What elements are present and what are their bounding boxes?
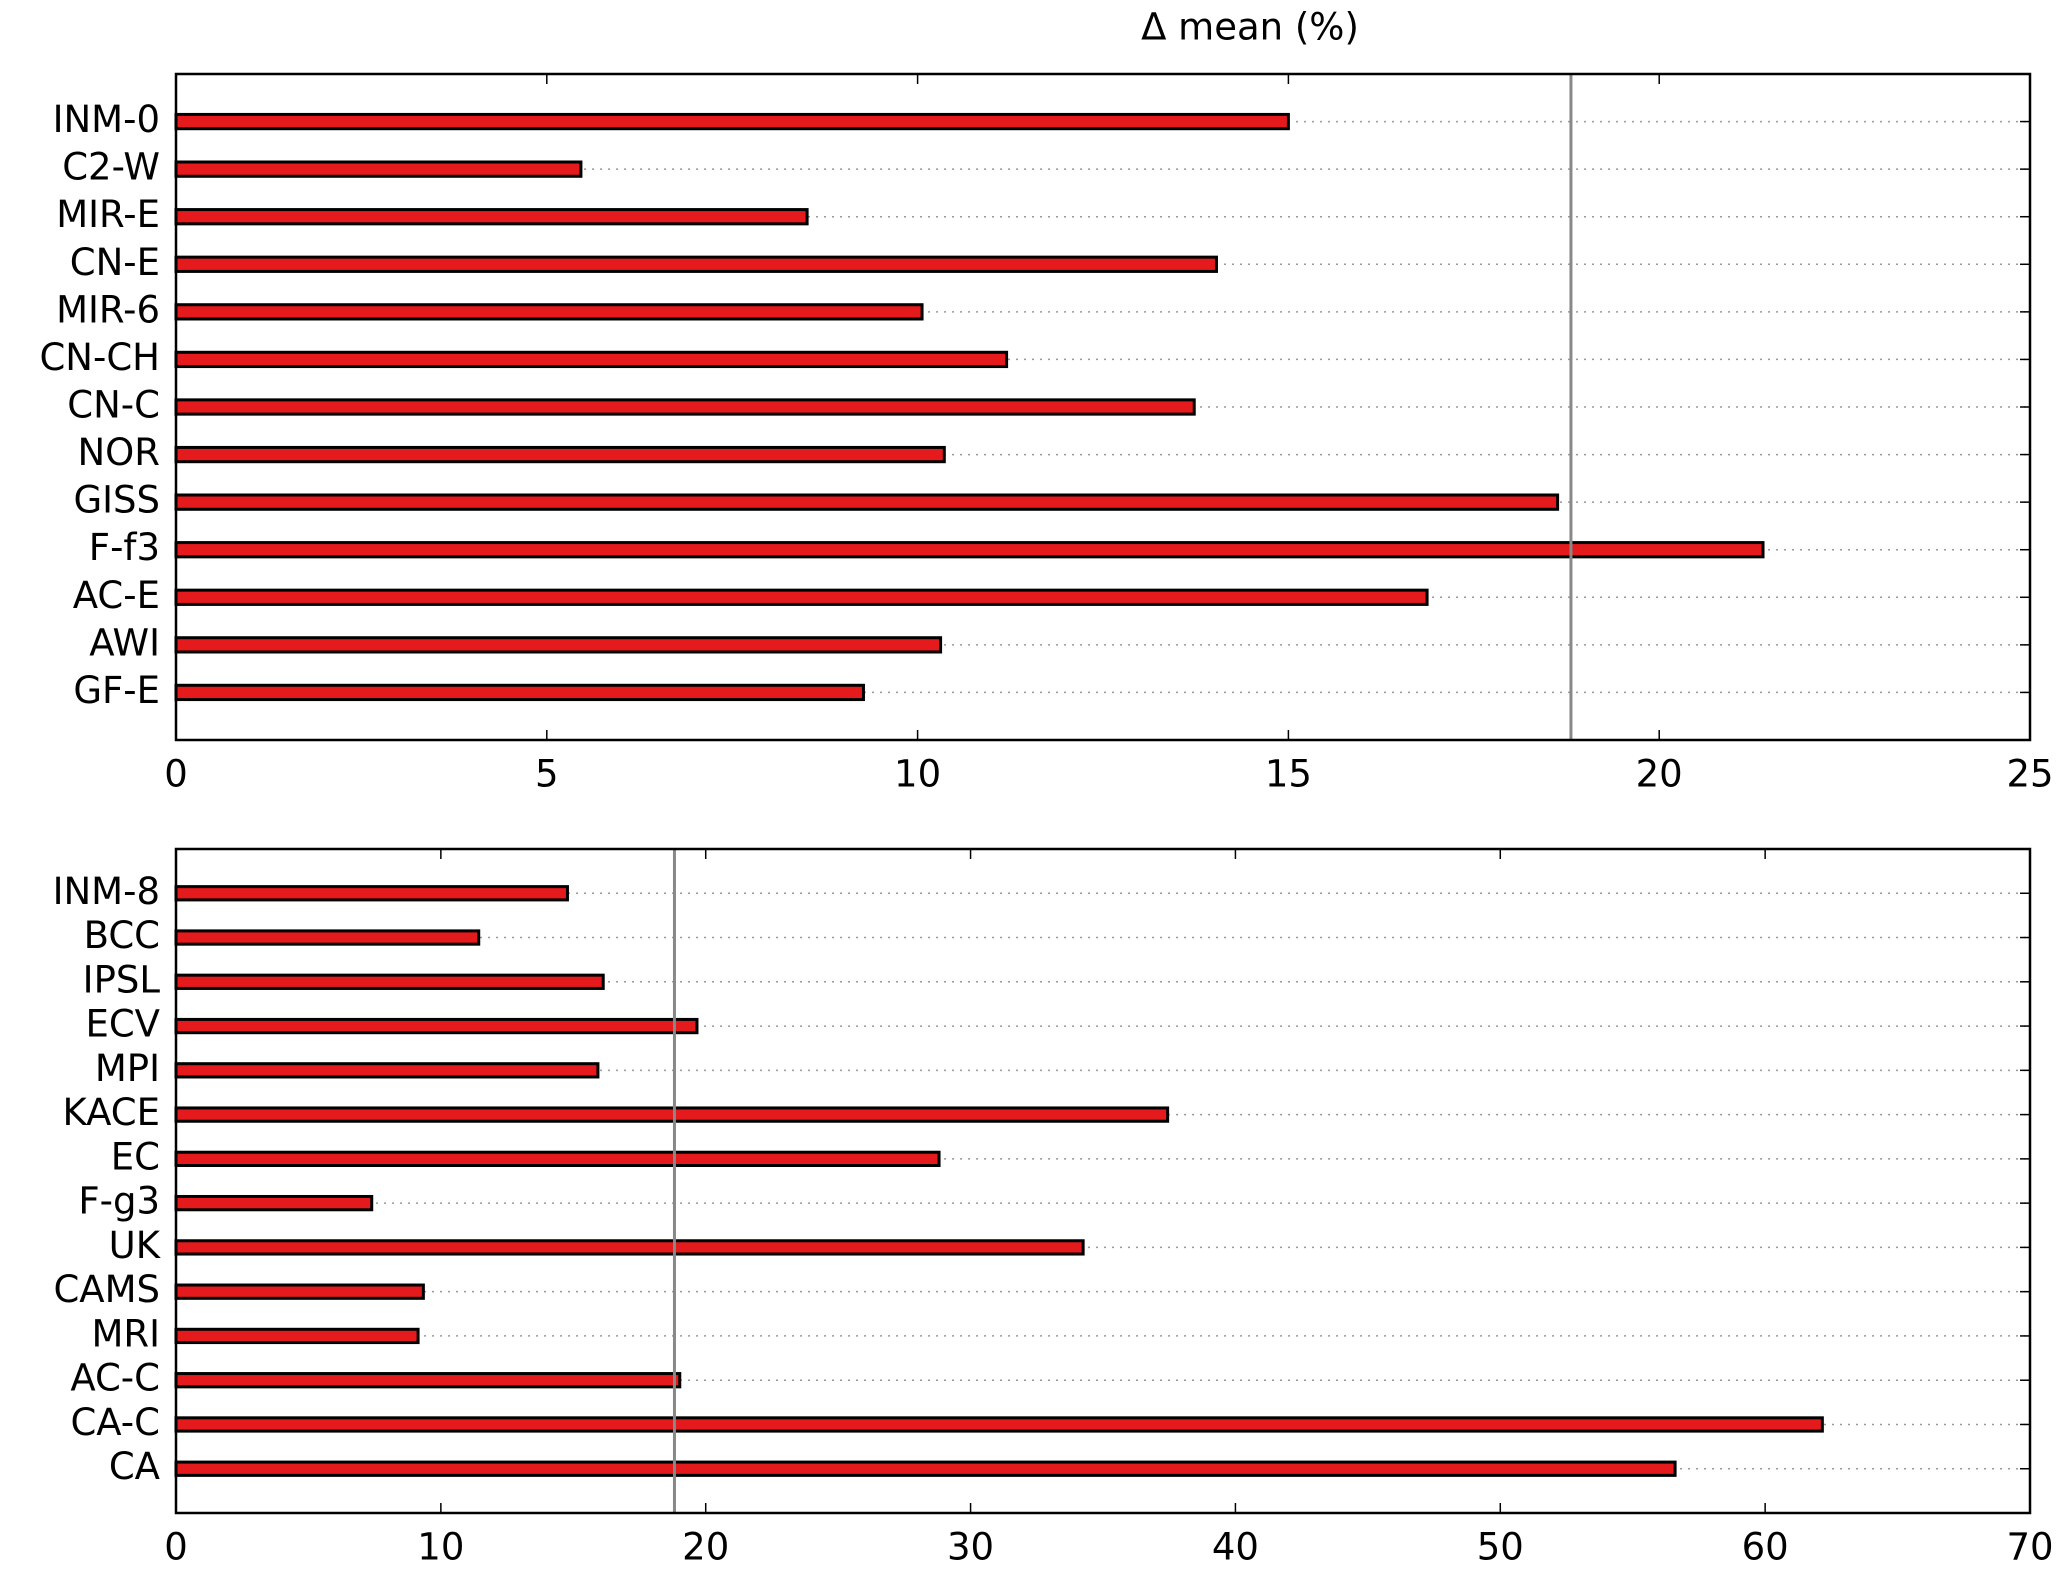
bar bbox=[174, 1106, 1170, 1123]
bar bbox=[174, 683, 865, 702]
y-tick-label: F-g3 bbox=[78, 1180, 160, 1223]
bar bbox=[174, 1283, 425, 1300]
x-tick-label: 0 bbox=[164, 1526, 188, 1569]
y-tick-label: GISS bbox=[73, 479, 160, 522]
bar bbox=[174, 398, 1196, 416]
bar bbox=[174, 1460, 1677, 1477]
y-tick-label: GF-E bbox=[73, 669, 160, 712]
x-tick-label: 15 bbox=[1265, 753, 1312, 796]
bar bbox=[174, 493, 1560, 511]
y-tick-label: UK bbox=[109, 1224, 162, 1267]
bar bbox=[174, 885, 569, 902]
bar bbox=[174, 112, 1290, 131]
y-tick-label: MPI bbox=[95, 1047, 160, 1090]
bar bbox=[174, 1239, 1085, 1256]
bar bbox=[174, 1372, 682, 1389]
x-tick-label: 10 bbox=[894, 753, 941, 796]
y-tick-label: CAMS bbox=[53, 1268, 160, 1311]
y-tick-label: C2-W bbox=[62, 146, 160, 189]
bar bbox=[174, 208, 809, 226]
y-tick-label: BCC bbox=[84, 914, 160, 957]
x-tick-label: 25 bbox=[2006, 753, 2053, 796]
x-tick-label: 60 bbox=[1742, 1526, 1789, 1569]
y-tick-label: CN-CH bbox=[39, 336, 160, 379]
bar bbox=[174, 1194, 374, 1212]
x-tick-label: 0 bbox=[164, 753, 188, 796]
chart-title: Δ mean (%) bbox=[1141, 6, 1359, 49]
bar bbox=[174, 1017, 699, 1035]
y-tick-label: AC-C bbox=[70, 1357, 160, 1400]
y-tick-label: CA bbox=[109, 1445, 160, 1488]
y-tick-label: CN-E bbox=[70, 241, 160, 284]
bar bbox=[174, 303, 924, 321]
x-tick-label: 50 bbox=[1477, 1526, 1524, 1569]
y-tick-label: INM-0 bbox=[53, 98, 160, 141]
y-tick-label: IPSL bbox=[83, 958, 161, 1001]
bar bbox=[174, 588, 1429, 606]
y-tick-label: MRI bbox=[91, 1312, 160, 1355]
y-tick-label: MIR-6 bbox=[56, 288, 160, 331]
x-tick-label: 20 bbox=[682, 1526, 729, 1569]
y-tick-label: MIR-E bbox=[56, 193, 160, 236]
bar bbox=[174, 255, 1218, 273]
bar bbox=[174, 973, 605, 990]
x-tick-label: 10 bbox=[417, 1526, 464, 1569]
y-tick-label: EC bbox=[111, 1135, 160, 1178]
bar bbox=[174, 445, 946, 464]
y-tick-label: ECV bbox=[85, 1003, 160, 1046]
y-tick-label: KACE bbox=[63, 1091, 161, 1134]
plot-frame bbox=[174, 847, 2032, 1515]
y-tick-label: AC-E bbox=[73, 574, 160, 617]
bar bbox=[174, 541, 1765, 559]
bar bbox=[174, 929, 481, 946]
bar bbox=[174, 1327, 420, 1345]
bar bbox=[174, 1416, 1824, 1433]
y-tick-label: F-f3 bbox=[89, 526, 160, 569]
y-tick-label: AWI bbox=[89, 621, 160, 664]
bar bbox=[174, 1062, 600, 1079]
x-tick-label: 5 bbox=[535, 753, 559, 796]
x-tick-label: 20 bbox=[1636, 753, 1683, 796]
x-tick-label: 30 bbox=[947, 1526, 994, 1569]
plot-frame bbox=[174, 72, 2032, 742]
bar bbox=[174, 636, 943, 654]
y-tick-label: NOR bbox=[77, 431, 160, 474]
bar bbox=[174, 1150, 941, 1168]
bar bbox=[174, 160, 583, 178]
y-tick-label: INM-8 bbox=[53, 870, 160, 913]
x-tick-label: 40 bbox=[1212, 1526, 1259, 1569]
x-tick-label: 70 bbox=[2006, 1526, 2053, 1569]
bar bbox=[174, 350, 1009, 369]
y-tick-label: CN-C bbox=[67, 384, 160, 427]
y-tick-label: CA-C bbox=[70, 1401, 160, 1444]
